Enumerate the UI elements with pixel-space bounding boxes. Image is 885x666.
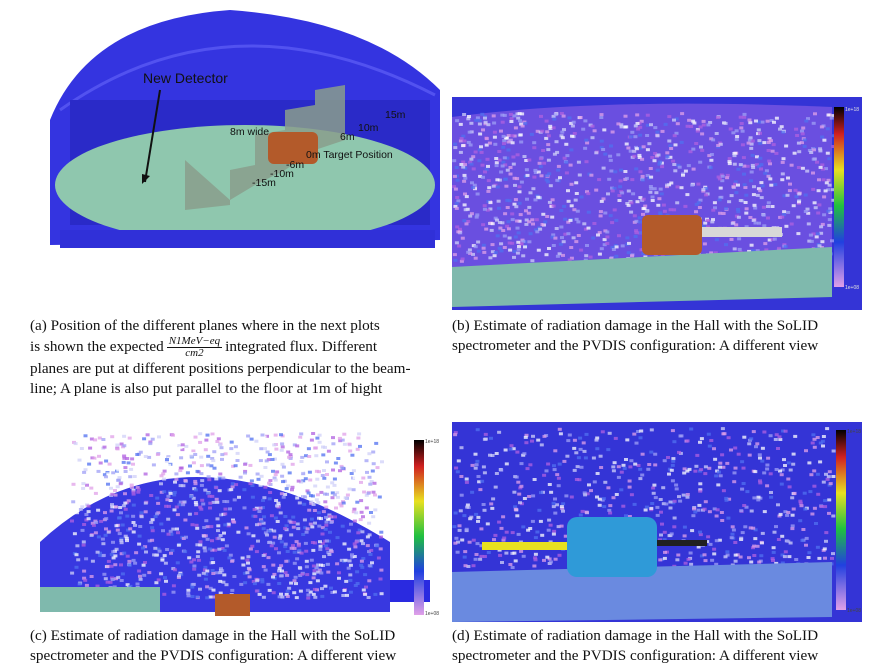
figure-a: New Detector 8m wide 15m 10m 6m 0m Targe… [30, 0, 450, 308]
label-new-detector: New Detector [143, 70, 228, 86]
svg-text:1e+08: 1e+08 [847, 608, 861, 614]
figure-b: 1e+18 1e+08 [452, 97, 862, 310]
detector-cylinder-c [215, 594, 250, 616]
svg-text:1e+18: 1e+18 [425, 439, 439, 445]
label-6m-top: 6m [340, 131, 355, 143]
label-10m-top: 10m [358, 122, 379, 134]
detector-cylinder [268, 132, 318, 164]
color-scale-c [414, 440, 424, 615]
label-width: 8m wide [230, 126, 269, 138]
arrow-new-detector [144, 89, 161, 183]
detector-cylinder-d [567, 517, 657, 577]
svg-text:1e+08: 1e+08 [845, 285, 859, 291]
label-15m-bot: -15m [252, 177, 276, 189]
caption-b: (b) Estimate of radiation damage in the … [452, 317, 819, 354]
svg-text:1e+08: 1e+08 [425, 611, 439, 617]
flux-fraction: N1MeV−eq cm2 [166, 335, 223, 359]
svg-text:1e+18: 1e+18 [845, 107, 859, 113]
detector-cylinder-b [642, 215, 702, 255]
figure-c: 1e+18 1e+08 [30, 422, 452, 622]
caption-c: (c) Estimate of radiation damage in the … [30, 627, 397, 664]
label-15m-top: 15m [385, 109, 406, 121]
label-target: 0m Target Position [306, 149, 393, 161]
label-6m-bot: -6m [286, 159, 304, 171]
svg-text:1e+18: 1e+18 [847, 429, 861, 435]
caption-d: (d) Estimate of radiation damage in the … [452, 627, 819, 664]
label-10m-bot: -10m [270, 168, 294, 180]
caption-a: (a) Position of the different planes whe… [30, 317, 411, 397]
color-scale-d [836, 430, 846, 610]
figure-d: 1e+18 1e+08 [452, 422, 862, 622]
color-scale-b [834, 107, 844, 287]
